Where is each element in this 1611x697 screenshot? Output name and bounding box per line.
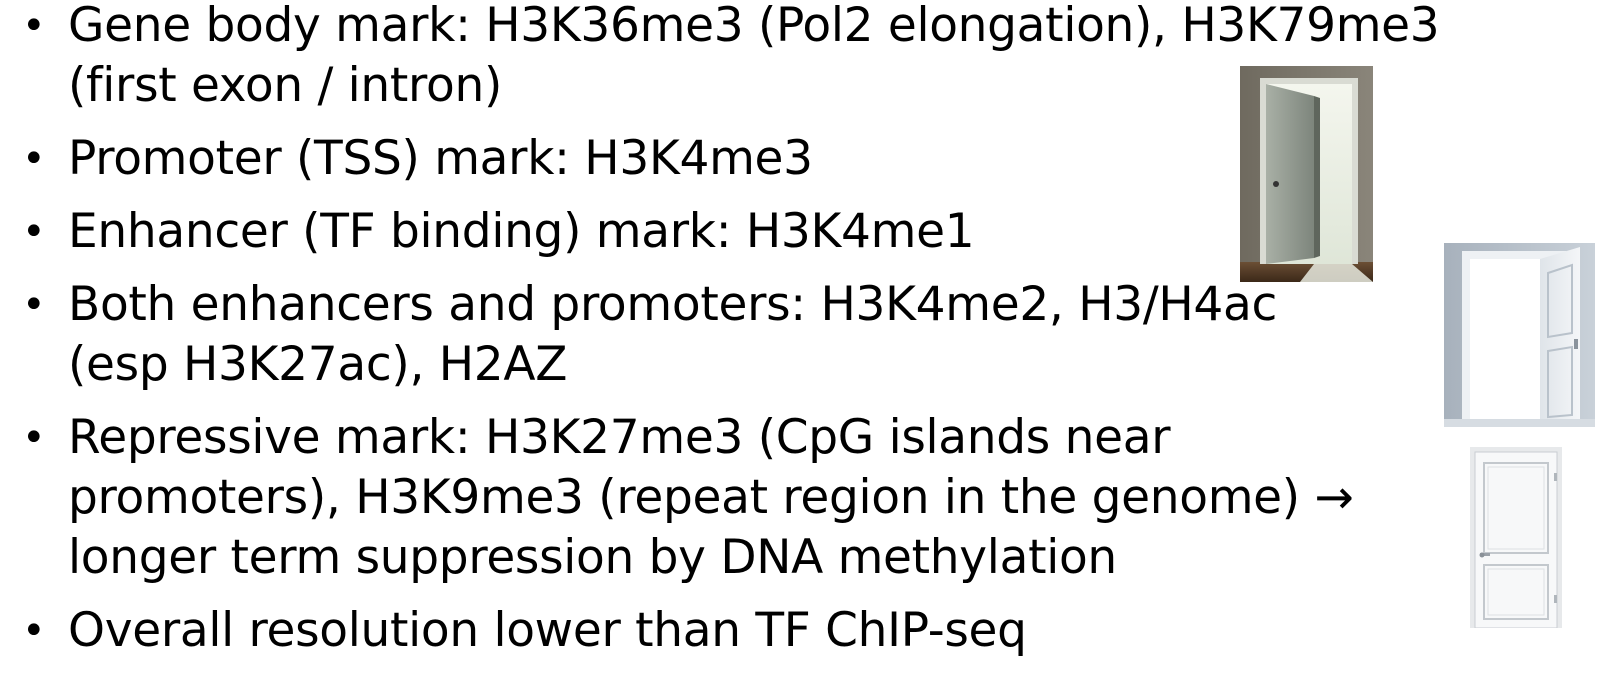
bullet-item: • Promoter (TSS) mark: H3K4me3 [22,129,1462,189]
bullet-text: Both enhancers and promoters: H3K4me2, H… [68,277,1278,392]
bullet-text: Overall resolution lower than TF ChIP-se… [68,603,1027,658]
bullet-text: Gene body mark: H3K36me3 (Pol2 elongatio… [68,0,1440,113]
bullet-dot-icon: • [22,3,46,49]
bullet-item: • Overall resolution lower than TF ChIP-… [22,601,1462,661]
bullet-item: • Gene body mark: H3K36me3 (Pol2 elongat… [22,0,1462,116]
bullet-dot-icon: • [22,608,46,654]
bullet-item: • Repressive mark: H3K27me3 (CpG islands… [22,408,1462,588]
door-closed-icon [1468,445,1564,628]
bullet-item: • Enhancer (TF binding) mark: H3K4me1 [22,202,1462,262]
door-slightly-open-icon [1240,66,1373,282]
bullet-item: • Both enhancers and promoters: H3K4me2,… [22,275,1462,395]
bullet-text: Enhancer (TF binding) mark: H3K4me1 [68,204,975,259]
bullet-dot-icon: • [22,136,46,182]
bullet-text: Repressive mark: H3K27me3 (CpG islands n… [68,410,1354,585]
bullet-dot-icon: • [22,282,46,328]
door-open-icon [1444,243,1595,427]
bullet-text: Promoter (TSS) mark: H3K4me3 [68,131,813,186]
bullet-list: • Gene body mark: H3K36me3 (Pol2 elongat… [22,0,1462,661]
bullet-dot-icon: • [22,415,46,461]
bullet-dot-icon: • [22,209,46,255]
